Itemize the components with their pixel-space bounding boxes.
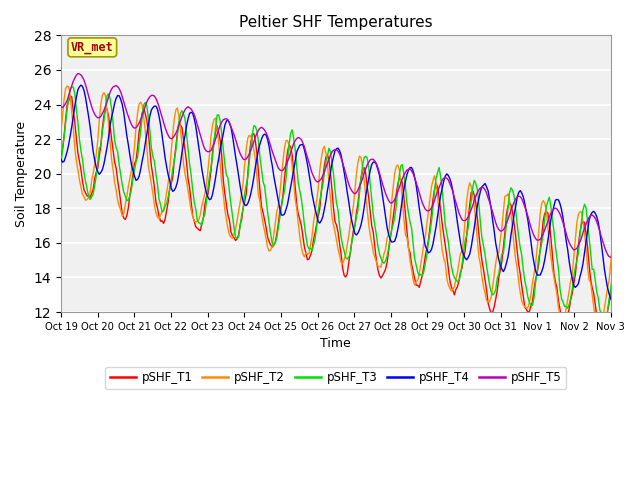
pSHF_T1 — [79, 178, 86, 184]
pSHF_T2 — [57, 128, 65, 133]
pSHF_T2 — [565, 288, 573, 294]
Line: pSHF_T3: pSHF_T3 — [61, 87, 640, 321]
pSHF_T4 — [564, 247, 572, 252]
pSHF_T3 — [79, 156, 86, 162]
Line: pSHF_T4: pSHF_T4 — [61, 85, 640, 301]
pSHF_T4 — [77, 82, 84, 88]
pSHF_T4 — [79, 84, 86, 89]
pSHF_T3 — [57, 163, 65, 168]
pSHF_T1 — [360, 165, 368, 170]
pSHF_T1 — [559, 318, 567, 324]
Title: Peltier SHF Temperatures: Peltier SHF Temperatures — [239, 15, 433, 30]
pSHF_T1 — [97, 143, 105, 149]
X-axis label: Time: Time — [321, 337, 351, 350]
Line: pSHF_T1: pSHF_T1 — [61, 96, 640, 321]
pSHF_T4 — [477, 188, 484, 194]
pSHF_T1 — [477, 246, 484, 252]
pSHF_T2 — [79, 192, 86, 197]
pSHF_T5 — [74, 71, 82, 76]
Text: VR_met: VR_met — [71, 41, 114, 54]
Line: pSHF_T2: pSHF_T2 — [61, 86, 640, 321]
pSHF_T4 — [97, 169, 105, 175]
pSHF_T5 — [79, 74, 86, 80]
pSHF_T4 — [57, 156, 65, 162]
pSHF_T3 — [69, 84, 77, 90]
pSHF_T2 — [97, 101, 105, 107]
pSHF_T3 — [477, 220, 484, 226]
pSHF_T2 — [63, 83, 71, 89]
pSHF_T5 — [477, 185, 484, 191]
Legend: pSHF_T1, pSHF_T2, pSHF_T3, pSHF_T4, pSHF_T5: pSHF_T1, pSHF_T2, pSHF_T3, pSHF_T4, pSHF… — [106, 367, 566, 389]
pSHF_T5 — [360, 170, 368, 176]
pSHF_T5 — [564, 236, 572, 241]
Y-axis label: Soil Temperature: Soil Temperature — [15, 120, 28, 227]
pSHF_T3 — [633, 318, 640, 324]
pSHF_T1 — [67, 93, 74, 99]
pSHF_T2 — [559, 318, 567, 324]
pSHF_T4 — [360, 205, 368, 211]
pSHF_T3 — [360, 155, 368, 160]
pSHF_T3 — [564, 305, 572, 311]
pSHF_T1 — [57, 154, 65, 159]
pSHF_T3 — [97, 143, 105, 149]
pSHF_T1 — [565, 306, 573, 312]
pSHF_T5 — [97, 114, 105, 120]
pSHF_T2 — [360, 176, 368, 182]
pSHF_T2 — [477, 261, 484, 267]
pSHF_T4 — [608, 298, 616, 304]
Line: pSHF_T5: pSHF_T5 — [61, 73, 640, 269]
pSHF_T5 — [57, 104, 65, 110]
